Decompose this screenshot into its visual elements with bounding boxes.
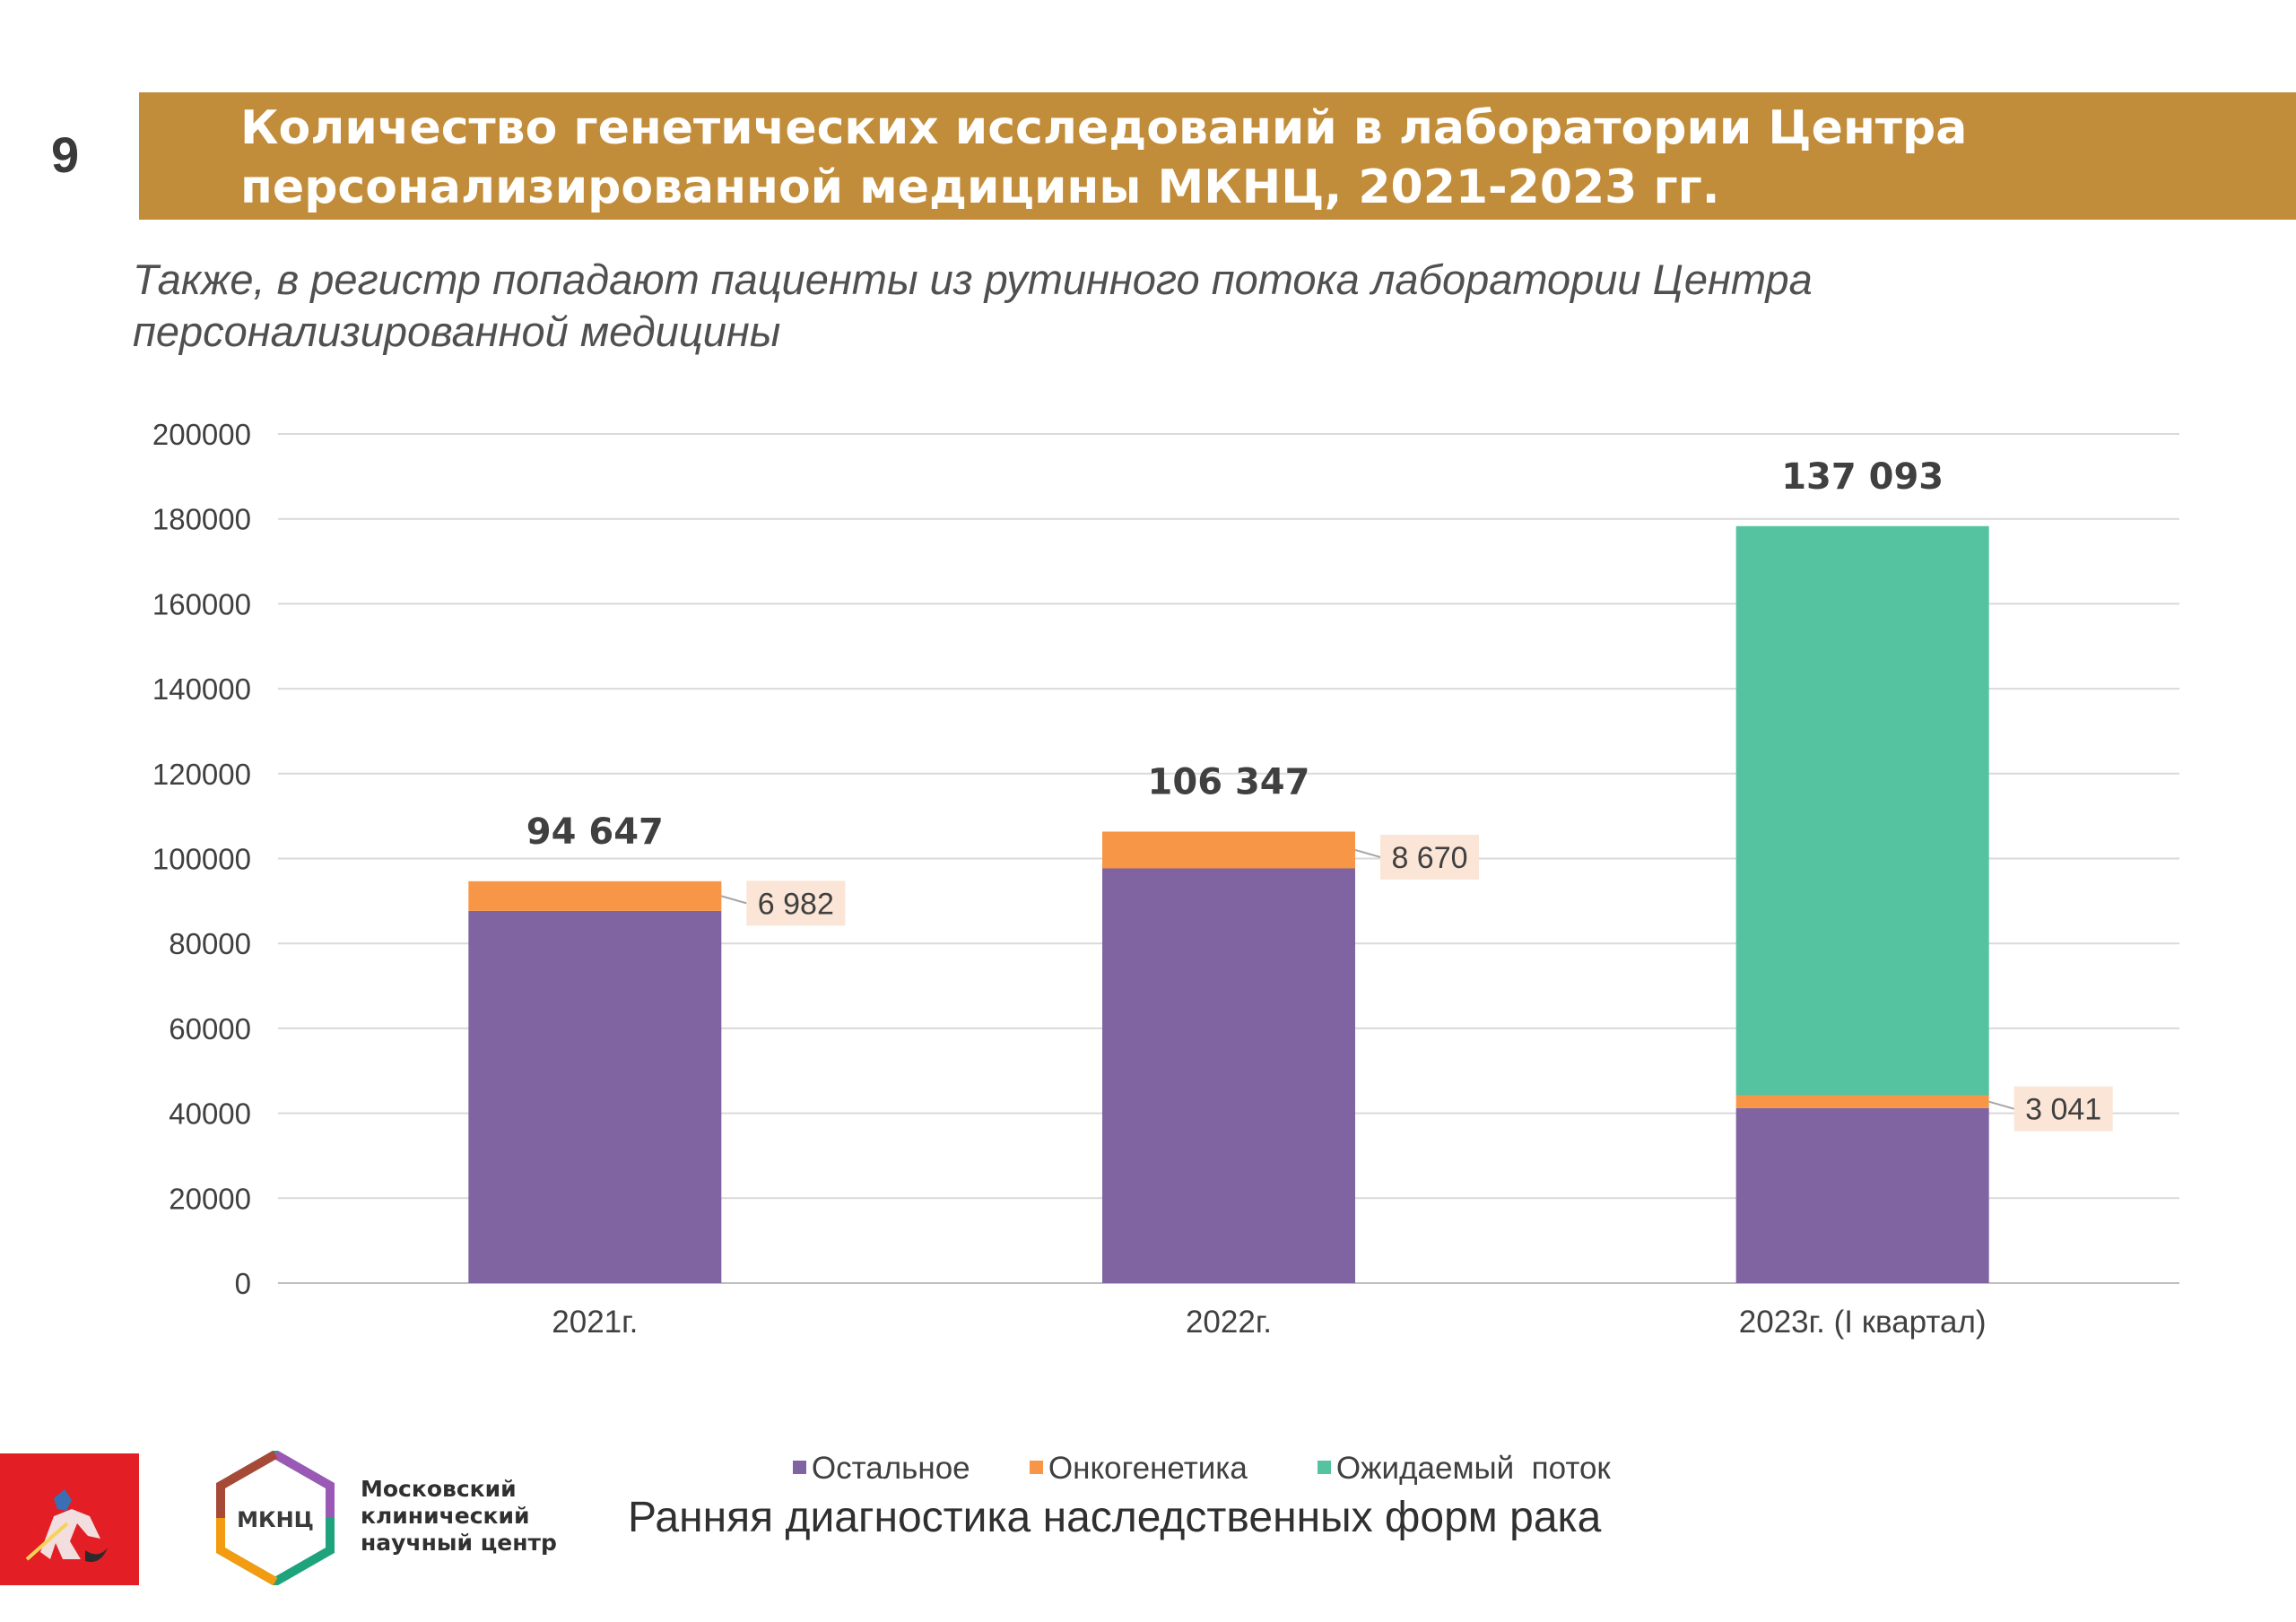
legend-item-other: Остальное [758,1401,970,1536]
bar-other [1102,868,1355,1283]
y-tick-label: 80000 [169,927,251,960]
bar-total-label: 94 647 [526,811,664,853]
legend-label-other: Остальное [811,1451,970,1486]
organization-name-line-1: Московский [361,1476,517,1502]
oncogenetics-data-label: 8 670 [1391,841,1467,875]
x-tick-label: 2021г. [552,1305,638,1340]
legend-label-oncogenetics: Онкогенетика [1048,1451,1248,1486]
slide-subtitle-line-1: Также, в регистр попадают пациенты из ру… [133,256,1813,303]
data-label-leader [1354,849,1381,858]
bar-other [1735,1107,1989,1283]
legend-swatch-other [792,1461,806,1475]
x-tick-label: 2022г. [1186,1305,1272,1340]
y-tick-label: 20000 [169,1182,251,1215]
stacked-bar-chart: 0 20000 40000 60000 80000 100000 120000 140000 1… [152,418,2179,1340]
mknc-logo-text: МКНЦ [237,1507,314,1532]
slide-number: 9 [51,126,80,183]
y-tick-label: 40000 [169,1097,251,1131]
legend-swatch-expected [1317,1461,1331,1475]
legend-item-expected: Ожидаемый поток [1283,1401,1611,1536]
y-tick-label: 200000 [152,418,251,451]
y-tick-label: 60000 [169,1012,251,1045]
slide-subtitle: Также, в регистр попадают пациенты из ру… [133,254,2196,358]
y-tick-label: 160000 [152,587,251,620]
oncogenetics-data-label: 3 041 [2025,1093,2101,1127]
data-label-leader [721,895,747,905]
organization-name: Московский клинический научный центр [361,1476,576,1557]
y-tick-label: 140000 [152,672,251,706]
organization-name-line-3: научный центр [361,1530,557,1556]
legend-item-oncogenetics: Онкогенетика [995,1401,1248,1536]
bar-oncogenetics [1735,1095,1989,1108]
bar-total-label: 106 347 [1148,761,1310,802]
data-label-leader [1988,1100,2014,1110]
bar-other [468,910,722,1283]
bar-total-label: 137 093 [1781,456,1944,498]
data-label-box [2013,1086,2113,1132]
data-label-box [746,880,846,926]
footer-caption: Ранняя диагностика наследственных форм р… [628,1494,1602,1541]
oncogenetics-data-label: 6 982 [758,887,834,921]
x-tick-label: 2023г. (I квартал) [1739,1305,1987,1340]
y-tick-label: 180000 [152,503,251,536]
moscow-coat-of-arms-logo [0,1453,139,1585]
y-tick-label: 120000 [152,758,251,791]
y-tick-label: 100000 [152,843,251,876]
legend-label-expected: Ожидаемый поток [1335,1451,1611,1486]
slide-title-line-1: Количество генетических исследований в л… [240,101,1968,155]
organization-name-line-2: клинический [361,1503,530,1529]
chart-legend: Остальное Онкогенетика Ожидаемый поток [0,1401,2296,1486]
bar-oncogenetics [1102,831,1355,869]
slide-title: Количество генетических исследований в л… [240,99,2213,217]
slide-title-line-2: персонализированной медицины МКНЦ, 2021-… [240,160,1720,214]
bar-oncogenetics [468,880,722,911]
bar-expected [1735,525,1989,1096]
legend-swatch-oncogenetics [1029,1461,1043,1475]
mknc-logo: МКНЦ [216,1451,335,1585]
slide-subtitle-line-2: персонализированной медицины [133,308,781,355]
title-band [139,92,2296,220]
st-george-icon [0,1453,139,1585]
data-label-box [1380,834,1479,880]
y-tick-label: 0 [235,1267,251,1300]
